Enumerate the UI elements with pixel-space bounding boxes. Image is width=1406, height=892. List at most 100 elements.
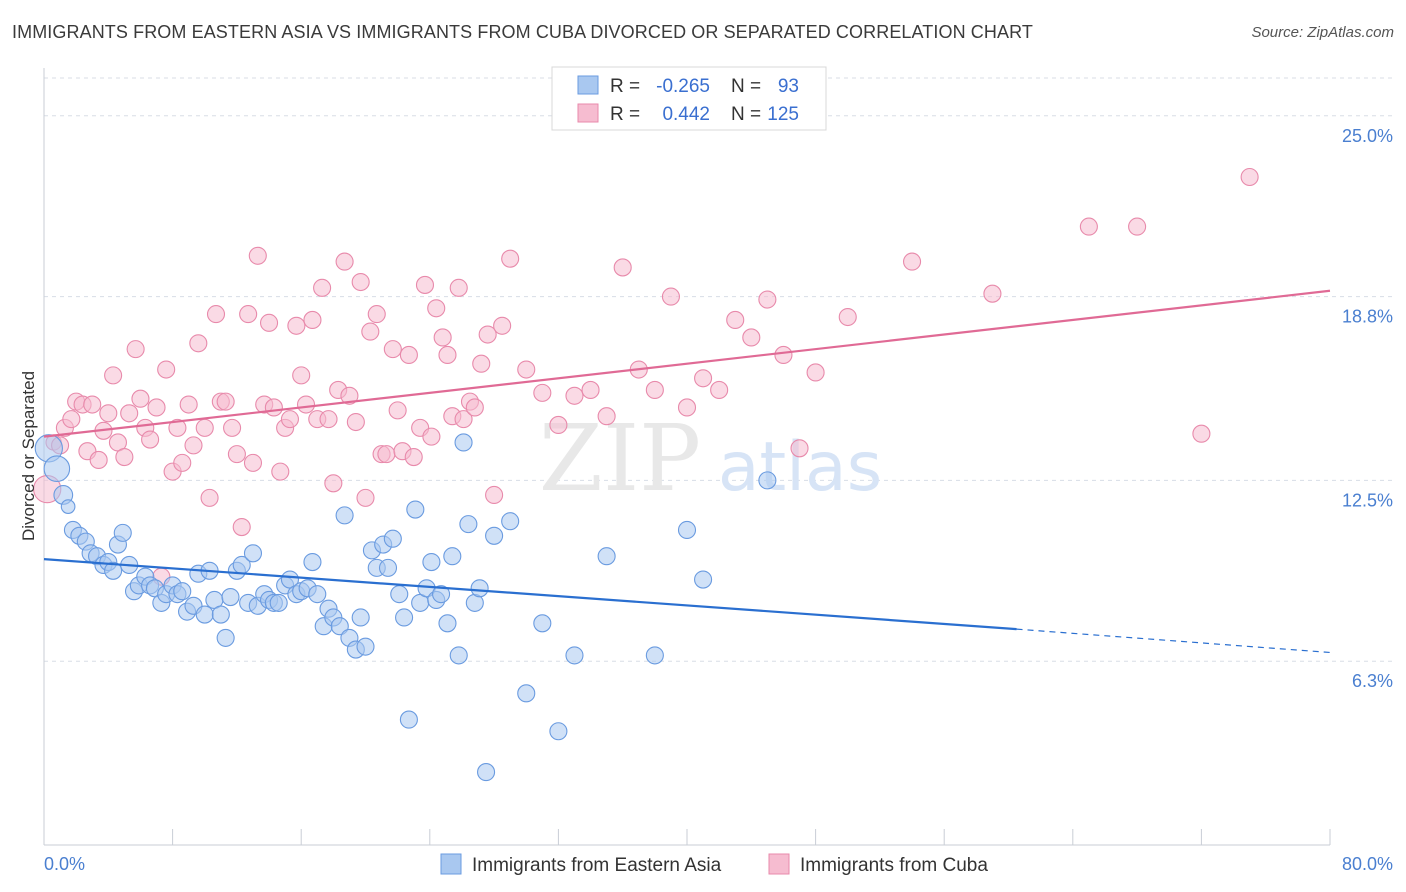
eastern-asia-point-70 xyxy=(422,553,441,572)
cuba-point-41 xyxy=(259,313,279,332)
cuba-point-73 xyxy=(433,328,452,347)
eastern-asia-point-62 xyxy=(378,558,398,577)
eastern-asia-point-86 xyxy=(565,646,584,665)
legend-r-value-pink: 0.442 xyxy=(662,104,710,125)
cuba-point-83 xyxy=(493,316,512,335)
eastern-asia-point-32 xyxy=(216,628,235,647)
cuba-point-26 xyxy=(179,395,198,414)
chart-title: IMMIGRANTS FROM EASTERN ASIA VS IMMIGRAN… xyxy=(12,22,1033,42)
cuba-point-55 xyxy=(335,252,354,271)
cuba-point-70 xyxy=(415,275,435,294)
cuba-point-49 xyxy=(303,310,322,329)
cuba-point-65 xyxy=(388,401,407,420)
cuba-point-47 xyxy=(292,366,311,385)
cuba-point-89 xyxy=(581,380,600,400)
eastern-asia-point-54 xyxy=(335,506,354,525)
cuba-point-57 xyxy=(346,412,365,432)
eastern-asia-point-67 xyxy=(406,500,425,519)
cuba-point-71 xyxy=(422,427,441,446)
eastern-asia-point-53 xyxy=(330,617,349,636)
eastern-asia-point-72 xyxy=(432,585,451,604)
eastern-asia-point-74 xyxy=(443,547,462,566)
stats-legend: R = -0.265 N = 93 R = 0.442 N = 125 xyxy=(551,66,827,131)
y-tick-label-3: 25.0% xyxy=(1342,126,1393,146)
eastern-asia-point-13 xyxy=(113,523,132,542)
cuba-point-79 xyxy=(465,398,484,417)
eastern-asia-point-11 xyxy=(104,561,123,580)
x-axis-max-label: 80.0% xyxy=(1342,854,1393,874)
cuba-point-63 xyxy=(377,445,396,464)
cuba-point-43 xyxy=(271,462,290,481)
cuba-point-53 xyxy=(324,474,343,493)
eastern-asia-point-76 xyxy=(454,433,473,452)
cuba-point-51 xyxy=(313,278,332,297)
cuba-point-34 xyxy=(223,418,242,437)
eastern-asia-trend-line xyxy=(43,558,1017,631)
cuba-point-9 xyxy=(89,450,108,470)
cuba-point-31 xyxy=(206,305,226,324)
cuba-point-16 xyxy=(126,340,145,359)
eastern-asia-point-31 xyxy=(211,605,230,624)
eastern-asia-point-65 xyxy=(395,608,414,627)
series-legend: Immigrants from Eastern Asia Immigrants … xyxy=(440,853,988,876)
cuba-point-80 xyxy=(472,354,491,373)
cuba-point-28 xyxy=(189,334,208,353)
cuba-point-102 xyxy=(790,439,809,458)
legend-label-cuba: Immigrants from Cuba xyxy=(800,855,988,876)
y-tick-label-1: 12.5% xyxy=(1342,490,1393,510)
eastern-asia-point-42 xyxy=(269,593,288,612)
eastern-asia-point-89 xyxy=(677,520,697,540)
y-tick-labels: 6.3% 12.5% 18.8% 25.0% xyxy=(1342,126,1393,691)
cuba-point-109 xyxy=(1192,424,1211,443)
cuba-point-108 xyxy=(1128,217,1147,236)
eastern-asia-point-77 xyxy=(459,515,478,534)
eastern-asia-point-1 xyxy=(43,455,71,483)
eastern-asia-point-88 xyxy=(645,646,664,665)
legend-n-label-blue: N = xyxy=(731,76,761,97)
cuba-point-72 xyxy=(427,299,446,318)
eastern-asia-point-63 xyxy=(383,529,402,548)
cuba-point-48 xyxy=(296,395,316,414)
eastern-asia-point-49 xyxy=(308,585,327,604)
series-cuba-points xyxy=(33,167,1259,586)
cuba-point-97 xyxy=(710,380,729,400)
legend-r-value-blue: -0.265 xyxy=(656,76,710,97)
cuba-point-76 xyxy=(449,278,468,297)
eastern-asia-point-37 xyxy=(243,544,263,563)
legend-swatch-cuba xyxy=(768,853,790,875)
eastern-asia-point-82 xyxy=(501,512,520,531)
eastern-asia-point-3 xyxy=(60,499,76,514)
cuba-point-42 xyxy=(264,398,283,417)
y-tick-label-0: 6.3% xyxy=(1352,671,1393,691)
cuba-point-95 xyxy=(677,398,697,417)
cuba-point-24 xyxy=(168,418,187,437)
cuba-point-35 xyxy=(227,445,246,464)
eastern-asia-point-66 xyxy=(399,710,418,729)
watermark: ZIP atlas xyxy=(539,405,882,512)
cuba-point-37 xyxy=(239,305,258,324)
cuba-point-20 xyxy=(147,398,166,417)
eastern-asia-point-79 xyxy=(470,579,489,598)
eastern-asia-trend-extension xyxy=(1016,628,1331,654)
cuba-point-85 xyxy=(517,360,536,379)
cuba-point-90 xyxy=(597,407,616,426)
cuba-point-58 xyxy=(351,272,370,292)
eastern-asia-point-87 xyxy=(597,547,616,566)
cuba-point-99 xyxy=(742,328,761,347)
cuba-point-74 xyxy=(438,345,457,364)
eastern-asia-point-90 xyxy=(694,570,713,589)
cuba-point-46 xyxy=(287,316,306,335)
cuba-point-77 xyxy=(454,410,473,429)
cuba-point-82 xyxy=(485,485,504,505)
cuba-point-100 xyxy=(758,290,777,309)
cuba-point-94 xyxy=(661,287,680,306)
cuba-point-39 xyxy=(248,246,267,265)
cuba-point-15 xyxy=(120,404,139,423)
cuba-point-19 xyxy=(141,430,160,449)
cuba-point-45 xyxy=(280,410,299,429)
eastern-asia-point-33 xyxy=(221,588,240,607)
eastern-asia-point-81 xyxy=(485,526,504,545)
legend-n-value-blue: 93 xyxy=(778,76,799,97)
source-label: Source: ZipAtlas.com xyxy=(1251,24,1394,41)
